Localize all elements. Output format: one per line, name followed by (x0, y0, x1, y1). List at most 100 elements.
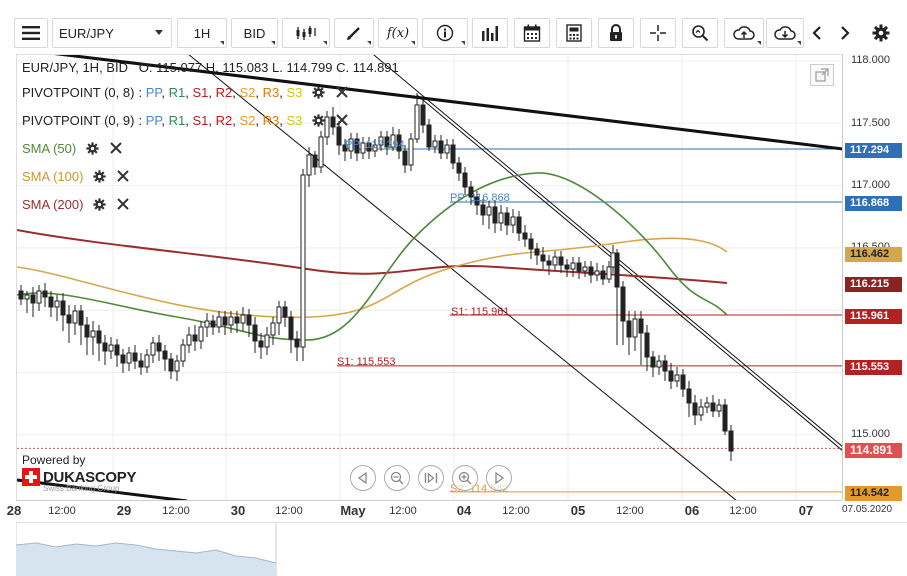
info-button[interactable] (422, 18, 468, 48)
indicator-sma200[interactable]: SMA (200) (22, 194, 131, 214)
pivot-pp2-label: PP: 116.868 (450, 192, 510, 204)
scroll-left-button[interactable] (806, 18, 828, 48)
candle-body (552, 256, 558, 266)
candle-body (474, 196, 480, 206)
main-menu-button[interactable] (14, 18, 48, 48)
candle-body (24, 294, 30, 300)
indicator-settings-button[interactable] (310, 84, 326, 100)
drawing-tools-button[interactable] (334, 18, 374, 48)
indicator-remove-button[interactable] (334, 112, 350, 128)
zoom-in-button[interactable] (452, 465, 478, 491)
candle-body (626, 320, 632, 338)
price-side-selector[interactable]: BID (231, 18, 278, 48)
chart-type-button[interactable] (282, 18, 330, 48)
gear-icon (93, 197, 106, 211)
candle-body (264, 334, 270, 348)
candle-body (384, 136, 390, 148)
symbol-selector[interactable]: EUR/JPY (52, 18, 172, 48)
price-tag-pp1: 117.294 (845, 143, 902, 158)
candle-body (60, 300, 66, 316)
pencil-icon (347, 27, 360, 40)
candle-body (174, 360, 180, 372)
download-button[interactable] (766, 18, 804, 48)
channel-lower-line (188, 55, 737, 500)
indicator-settings-button[interactable] (310, 112, 326, 128)
indicator-remove-button[interactable] (115, 168, 131, 184)
indicator-name: SMA (200) (22, 196, 84, 212)
zoom-out-button[interactable] (384, 465, 410, 491)
indicator-remove-button[interactable] (115, 196, 131, 212)
popout-button[interactable] (810, 64, 834, 86)
price-chart[interactable] (17, 55, 842, 500)
time-axis[interactable]: 28 12:00 29 12:00 30 12:00 May 12:00 04 … (7, 500, 842, 522)
scroll-right-button[interactable] (834, 18, 856, 48)
price-tag-pp2: 116.868 (845, 196, 902, 211)
scroll-forward-button[interactable] (486, 465, 512, 491)
candle-body (510, 216, 516, 226)
candle-body (354, 138, 360, 154)
dukascopy-logo[interactable]: DUKASCOPY (22, 468, 136, 486)
candle-body (710, 402, 716, 412)
candle-body (336, 126, 342, 146)
navigator-strip[interactable] (15, 522, 907, 576)
function-icon: f(x) (386, 25, 410, 41)
candle-body (610, 252, 616, 268)
pivot-pp: PP (145, 84, 162, 100)
zoom-out-icon (390, 471, 404, 485)
candle-body (126, 352, 132, 364)
time-tick: 12:00 (616, 505, 644, 517)
pivot-r1: R1 (168, 84, 186, 100)
candle-body (96, 330, 102, 344)
indicators-button[interactable]: f(x) (378, 18, 418, 48)
time-tick: 28 (6, 503, 22, 518)
candle-body (716, 404, 722, 412)
gear-icon (86, 141, 99, 155)
pivot-level-list: : PP, R1, S1, R2, S2, R3, S3 (138, 84, 303, 100)
zoom-button[interactable] (682, 18, 718, 48)
calculator-button[interactable] (556, 18, 592, 48)
lock-button[interactable] (598, 18, 634, 48)
candle-body (168, 358, 174, 372)
candle-body (644, 332, 650, 358)
indicator-sma100[interactable]: SMA (100) (22, 166, 131, 186)
candle-body (414, 104, 420, 140)
chart-plot-area[interactable]: PP: 117.294 PP: 116.868 S1: 115.961 S1: … (16, 54, 842, 500)
indicator-pivot-1[interactable]: PIVOTPOINT (0, 8) : PP, R1, S1, R2, S2, … (22, 82, 350, 102)
candle-body (276, 306, 282, 324)
timeframe-selector[interactable]: 1H (177, 18, 227, 48)
indicator-sma50[interactable]: SMA (50) (22, 138, 124, 158)
volume-button[interactable] (472, 18, 508, 48)
price-tick: 115.000 (851, 428, 890, 440)
pivot-s3: S3 (286, 112, 303, 128)
candle-body (632, 318, 638, 338)
price-axis[interactable]: 118.000 117.500 117.000 116.500 115.500 … (842, 54, 907, 501)
calendar-button[interactable] (514, 18, 550, 48)
price-tick: 117.500 (851, 117, 890, 129)
indicator-settings-button[interactable] (84, 140, 100, 156)
channel-upper-line (373, 55, 842, 447)
upload-button[interactable] (724, 18, 764, 48)
candle-body (54, 300, 60, 308)
indicator-remove-button[interactable] (334, 84, 350, 100)
candle-body (390, 134, 396, 148)
swiss-cross-icon (22, 468, 40, 486)
gear-icon (312, 113, 325, 127)
candle-body (324, 116, 330, 138)
fit-view-button[interactable] (418, 465, 444, 491)
indicator-settings-button[interactable] (91, 168, 107, 184)
navigator-area (15, 523, 277, 576)
support-trendline (17, 478, 188, 500)
toolbar: EUR/JPY 1H BID f(x) (0, 14, 907, 54)
crosshair-button[interactable] (640, 18, 676, 48)
indicator-settings-button[interactable] (91, 196, 107, 212)
indicator-remove-button[interactable] (108, 140, 124, 156)
settings-button[interactable] (866, 18, 896, 48)
indicator-pivot-2[interactable]: PIVOTPOINT (0, 9) : PP, R1, S1, R2, S2, … (22, 110, 350, 130)
candle-body (546, 260, 552, 266)
chevron-left-icon (812, 26, 821, 40)
dropdown-caret-icon (411, 41, 415, 45)
candle-body (468, 186, 474, 198)
dropdown-caret-icon (220, 41, 224, 45)
scroll-back-button[interactable] (350, 465, 376, 491)
candle-body (42, 290, 48, 298)
